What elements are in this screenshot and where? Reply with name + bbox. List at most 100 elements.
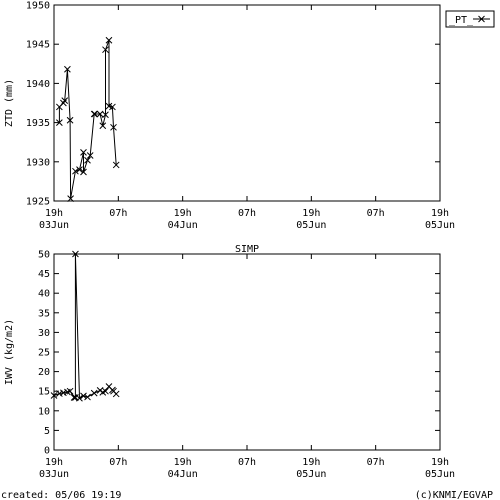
marker-stroke — [102, 46, 109, 54]
data-point — [110, 123, 117, 131]
marker-stroke — [80, 168, 87, 176]
marker-stroke — [112, 390, 120, 398]
x-tick-label: 19h — [174, 457, 192, 468]
y-axis-label: IWV (kg/m2) — [4, 319, 15, 385]
marker-stroke — [478, 15, 485, 23]
x-tick-label: 07h — [238, 457, 256, 468]
x-tick-date-label: 05Jun — [296, 469, 326, 480]
y-tick-label: 15 — [38, 387, 50, 398]
marker-stroke — [102, 111, 109, 119]
y-tick-label: 30 — [38, 328, 50, 339]
x-tick-label: 19h — [45, 208, 63, 219]
plot-frame — [53, 253, 441, 451]
y-tick-label: 20 — [38, 367, 50, 378]
legend-marker — [478, 15, 485, 23]
series-line — [58, 40, 117, 199]
y-tick-label: 40 — [38, 289, 50, 300]
x-tick-date-label: 05Jun — [296, 220, 326, 231]
data-point — [66, 116, 74, 124]
data-point — [76, 394, 83, 402]
y-tick-label: 1945 — [26, 40, 50, 51]
marker-stroke — [105, 36, 113, 44]
x-tick-label: 07h — [109, 208, 127, 219]
marker-stroke — [84, 156, 91, 164]
data-point — [72, 394, 79, 401]
marker-stroke — [66, 116, 74, 124]
legend-box — [445, 10, 495, 28]
x-tick-date-label: 05Jun — [425, 220, 455, 231]
legend: _PT_ — [445, 10, 495, 28]
y-tick-label: 10 — [38, 406, 50, 417]
x-tick-label: 19h — [302, 457, 320, 468]
y-axis-label: ZTD (mm) — [4, 79, 15, 127]
marker-stroke — [56, 119, 63, 126]
y-tick-label: 5 — [44, 426, 50, 437]
marker-stroke — [84, 393, 91, 401]
marker-stroke — [72, 250, 79, 258]
marker-stroke — [50, 392, 58, 399]
data-point — [86, 152, 94, 159]
marker-stroke — [105, 102, 113, 110]
marker-stroke — [112, 161, 120, 169]
y-tick-label: 1950 — [26, 1, 50, 12]
x-tick-date-label: 05Jun — [425, 469, 455, 480]
marker-stroke — [76, 394, 83, 402]
y-tick-label: 1935 — [26, 118, 50, 129]
legend-label: _PT_ — [449, 15, 474, 26]
marker-stroke — [61, 97, 69, 105]
x-tick-date-label: 03Jun — [39, 469, 69, 480]
y-tick-label: 45 — [38, 269, 50, 280]
marker-stroke — [72, 167, 79, 175]
y-tick-label: 35 — [38, 308, 50, 319]
x-tick-date-label: 04Jun — [168, 220, 198, 231]
created-label: created: 05/06 19:19 — [1, 490, 121, 500]
marker-stroke — [67, 195, 74, 203]
y-tick-label: 50 — [38, 250, 50, 261]
data-point — [102, 46, 109, 54]
data-point — [80, 392, 87, 400]
marker-stroke — [80, 392, 87, 400]
data-point — [84, 156, 91, 164]
x-tick-label: 07h — [109, 457, 127, 468]
data-point — [80, 149, 87, 156]
data-point — [105, 36, 113, 44]
marker-stroke — [60, 389, 67, 397]
marker-stroke — [96, 387, 104, 394]
data-point — [56, 390, 63, 397]
x-tick-label: 07h — [367, 208, 385, 219]
chart-title: SIMP — [235, 244, 259, 255]
marker-stroke — [99, 122, 107, 130]
credit-label: (c)KNMI/EGVAP — [415, 490, 493, 500]
marker-stroke — [66, 387, 74, 395]
x-tick-date-label: 03Jun — [39, 220, 69, 231]
x-tick-label: 07h — [238, 208, 256, 219]
data-point — [80, 168, 87, 176]
marker-stroke — [56, 390, 63, 397]
marker-stroke — [64, 65, 71, 73]
marker-stroke — [70, 394, 78, 401]
marker-stroke — [105, 383, 113, 390]
data-point — [60, 389, 67, 397]
data-point — [56, 119, 63, 126]
x-tick-label: 19h — [431, 457, 449, 468]
marker-stroke — [72, 394, 79, 401]
data-point — [66, 387, 74, 395]
data-point — [109, 103, 116, 111]
data-point — [76, 166, 83, 173]
x-tick-label: 19h — [45, 457, 63, 468]
data-point — [102, 111, 109, 119]
y-tick-label: 0 — [44, 446, 50, 457]
data-point — [70, 394, 78, 401]
x-tick-label: 07h — [367, 457, 385, 468]
data-point — [90, 389, 98, 397]
marker-stroke — [110, 123, 117, 131]
data-point — [72, 167, 79, 175]
y-tick-label: 1930 — [26, 157, 50, 168]
data-point — [112, 390, 120, 398]
marker-stroke — [76, 166, 83, 173]
marker-stroke — [86, 152, 94, 159]
y-tick-label: 1940 — [26, 79, 50, 90]
marker-stroke — [102, 387, 109, 395]
